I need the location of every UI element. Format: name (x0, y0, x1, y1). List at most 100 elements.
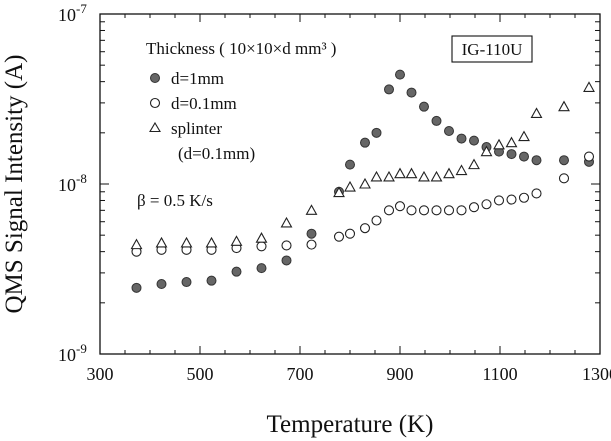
data-point (180, 236, 193, 248)
x-axis-label: Temperature (K) (267, 411, 434, 438)
data-point (130, 238, 143, 250)
legend-label-splinter-note: (d=0.1mm) (178, 144, 255, 163)
legend: Thickness ( 10×10×d mm³ ) d=1mm d=0.1mm … (146, 39, 336, 163)
data-point (280, 216, 293, 228)
legend-label-splinter: splinter (171, 119, 222, 138)
data-point (359, 223, 371, 234)
data-point (156, 279, 167, 290)
data-point (419, 101, 429, 112)
data-point (383, 170, 395, 182)
y-axis-label: QMS Signal Intensity (A) (1, 54, 28, 313)
legend-label-d01mm: d=0.1mm (171, 94, 237, 113)
data-point (405, 167, 418, 179)
data-point (406, 87, 417, 98)
data-point (394, 201, 406, 212)
data-point (430, 170, 443, 182)
x-tick-label: 500 (187, 364, 214, 384)
data-point (493, 138, 505, 150)
data-point (205, 236, 218, 248)
data-point (468, 158, 480, 170)
data-point (281, 255, 292, 266)
y-tick-label: 10-8 (58, 171, 87, 195)
data-point (371, 127, 382, 138)
legend-marker-d1mm (150, 73, 160, 83)
legend-label-d1mm: d=1mm (171, 69, 224, 88)
data-point (255, 232, 268, 243)
heating-rate-annotation: β = 0.5 K/s (137, 191, 213, 210)
data-point (468, 202, 480, 213)
data-point (395, 69, 405, 80)
series-d-1mm (131, 69, 594, 293)
data-point (481, 199, 492, 210)
data-point (418, 170, 430, 182)
data-point (155, 236, 168, 248)
data-point (443, 205, 455, 216)
y-tick-labels: 10-7 10-8 10-9 (58, 1, 87, 365)
data-point (333, 231, 345, 242)
sample-label-box (451, 35, 533, 63)
data-point (256, 241, 267, 252)
data-point (256, 263, 267, 274)
data-point (384, 84, 394, 95)
data-point (443, 167, 455, 179)
axis-ticks (99, 14, 601, 355)
data-point (345, 159, 355, 170)
data-point (181, 277, 192, 288)
data-point (359, 177, 371, 189)
data-point (455, 164, 468, 176)
x-tick-label: 1100 (482, 364, 517, 384)
data-point (431, 205, 442, 216)
x-tick-label: 700 (287, 364, 314, 384)
data-point (305, 204, 318, 215)
data-point (370, 170, 383, 182)
x-tick-label: 300 (87, 364, 114, 384)
x-tick-labels: 300 500 700 900 1100 1300 (87, 364, 611, 384)
sample-label-text: IG-110U (462, 40, 523, 59)
data-point (559, 155, 569, 166)
data-point (281, 240, 292, 251)
data-point (493, 195, 505, 206)
data-point (306, 228, 317, 239)
series-splinter (130, 81, 595, 250)
data-point (583, 81, 595, 92)
data-point (406, 205, 417, 216)
data-point (456, 205, 467, 216)
data-point (558, 173, 570, 184)
data-point (531, 188, 542, 199)
data-point (306, 239, 317, 250)
data-markers (130, 69, 595, 293)
data-point (360, 137, 370, 148)
y-tick-label: 10-9 (58, 341, 87, 365)
data-point (506, 149, 517, 160)
data-point (344, 228, 356, 239)
data-point (583, 151, 595, 162)
data-point (231, 266, 242, 277)
sample-label: IG-110U (451, 35, 533, 63)
data-point (131, 282, 142, 293)
data-point (206, 275, 217, 286)
data-point (531, 155, 542, 166)
data-point (505, 136, 518, 148)
data-point (333, 186, 345, 198)
data-point (344, 180, 356, 192)
data-point (444, 126, 454, 137)
data-point (431, 115, 442, 126)
data-point (480, 145, 493, 157)
data-point (558, 100, 570, 112)
data-point (394, 167, 406, 179)
legend-marker-splinter (149, 121, 161, 133)
data-point (383, 205, 395, 216)
data-point (506, 194, 517, 205)
data-point (371, 215, 382, 226)
data-point (519, 151, 529, 162)
y-tick-label: 10-7 (58, 1, 87, 25)
data-point (456, 133, 467, 144)
data-point (530, 107, 543, 119)
data-point (469, 135, 479, 146)
data-point (230, 235, 243, 246)
data-point (518, 192, 530, 203)
x-tick-label: 1300 (582, 364, 611, 384)
legend-marker-d01mm (149, 97, 161, 109)
data-point (418, 205, 430, 216)
